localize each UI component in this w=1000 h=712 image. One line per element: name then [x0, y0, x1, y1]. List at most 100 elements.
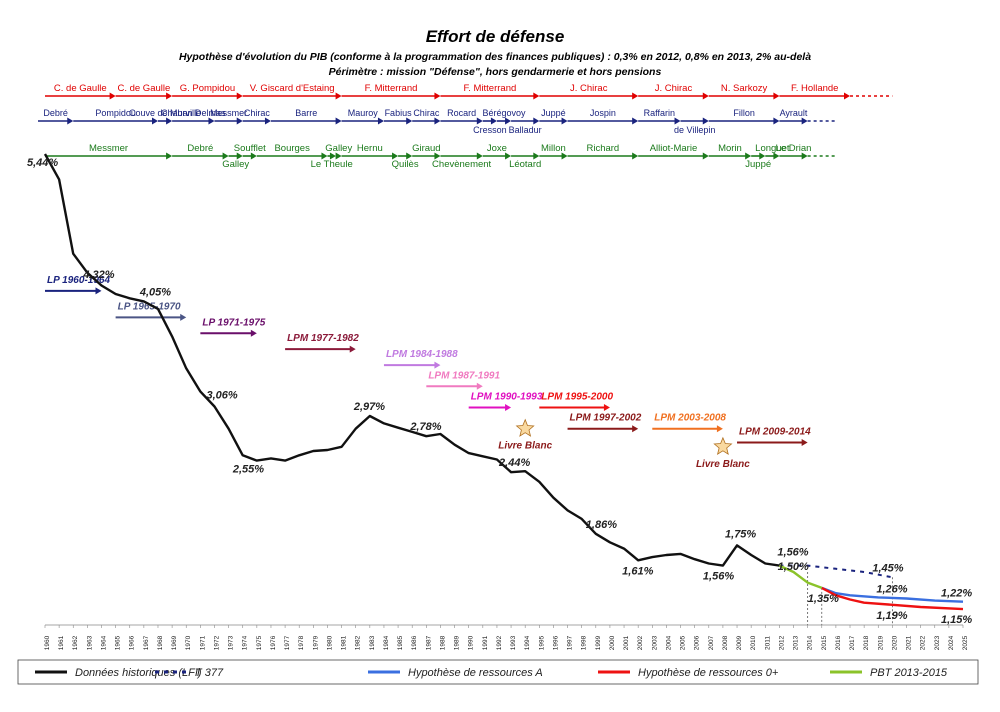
defense_ministers-arrow-head — [759, 152, 766, 160]
legend: Données historiques (LFI)T 377 Hypothèse … — [17, 659, 979, 685]
x-tick-label: 1967 — [143, 635, 150, 650]
x-tick-label: 1964 — [100, 635, 107, 650]
law-label: LP 1960-1964 — [47, 275, 110, 286]
defense_ministers-label: Alliot-Marie — [650, 143, 698, 154]
x-tick-label: 1974 — [242, 635, 249, 650]
x-tick-label: 1981 — [341, 635, 348, 650]
presidents-arrow-head — [844, 92, 851, 100]
defense_ministers-label: Giraud — [412, 143, 441, 154]
defense_ministers-arrow-head — [392, 152, 399, 160]
data-label: 1,56% — [703, 571, 734, 583]
x-tick-label: 1966 — [129, 635, 136, 650]
x-tick-label: 1977 — [284, 635, 291, 650]
x-tick-label: 2000 — [609, 635, 616, 650]
law-label: LPM 1997-2002 — [570, 413, 642, 424]
prime_ministers-label: Pompidou — [95, 108, 136, 118]
data-label: 1,61% — [622, 565, 653, 577]
prime_ministers-arrow-head — [505, 117, 512, 125]
law-arrow-head — [716, 425, 723, 433]
x-tick-label: 2022 — [920, 635, 927, 650]
x-tick-label: 1963 — [86, 635, 93, 650]
defense_ministers-arrow-head — [329, 152, 336, 160]
presidents-arrow-head — [533, 92, 540, 100]
defense_ministers-label: Hernu — [357, 143, 383, 154]
prime_ministers-label: Bérégovoy — [482, 108, 526, 118]
political-timelines: C. de Gaulle C. de Gaulle G. Pompidou V. Gi… — [38, 83, 893, 170]
defense_ministers-label: Debré — [187, 143, 213, 154]
prime_ministers-arrow-head — [476, 117, 483, 125]
presidents-arrow-head — [434, 92, 441, 100]
defense_ministers-label: Le Theule — [311, 159, 353, 170]
chart-subtitle-gdp: Hypothèse d'évolution du PIB (conforme à… — [179, 51, 811, 63]
x-tick-label: 1962 — [72, 635, 79, 650]
x-tick-label: 2009 — [736, 635, 743, 650]
data-label: 1,75% — [725, 528, 756, 540]
presidents-label: V. Giscard d'Estaing — [250, 83, 335, 94]
series-lines — [43, 153, 964, 625]
chart-subtitle-scope: Périmètre : mission "Défense", hors gend… — [329, 66, 662, 78]
data-label: 1,22% — [941, 588, 972, 600]
x-tick-label: 1984 — [383, 635, 390, 650]
x-tick-label: 2025 — [962, 635, 969, 650]
prime_ministers-label: Couve de Murville — [129, 108, 201, 118]
x-tick-label: 2002 — [637, 635, 644, 650]
data-label: 4,05% — [139, 286, 171, 298]
prime_ministers-arrow-head — [632, 117, 639, 125]
defense_ministers-arrow-head — [321, 152, 328, 160]
prime_ministers-arrow-head — [264, 117, 271, 125]
x-tick-label: 1969 — [171, 635, 178, 650]
defense_ministers-label: Millon — [541, 143, 566, 154]
defense_ministers-arrow-head — [505, 152, 512, 160]
defense_ministers-arrow-head — [434, 152, 441, 160]
prime_ministers-arrow-head — [674, 117, 681, 125]
prime_ministers-arrow-head — [151, 117, 158, 125]
series-line — [821, 586, 964, 603]
defense_ministers-arrow-head — [166, 152, 173, 160]
data-label: 2,55% — [232, 464, 264, 476]
law-arrow-head — [476, 382, 483, 390]
x-tick-label: 2018 — [863, 635, 870, 650]
x-tick-label: 2012 — [778, 635, 785, 650]
x-tick-label: 2008 — [722, 635, 729, 650]
law-label: LPM 1987-1991 — [428, 370, 500, 381]
presidents-label: G. Pompidou — [180, 83, 235, 94]
legend-label: Hypothèse de ressources A — [408, 667, 543, 679]
prime_ministers-label: Cresson — [473, 125, 507, 135]
x-tick-label: 1970 — [185, 635, 192, 650]
defense_ministers-label: Richard — [586, 143, 619, 154]
x-tick-label: 2004 — [665, 635, 672, 650]
x-tick-label: 2017 — [849, 635, 856, 650]
data-label: 2,97% — [353, 401, 385, 413]
law-arrow-head — [434, 361, 441, 369]
prime_ministers-arrow-head — [335, 117, 342, 125]
x-tick-label: 1961 — [58, 635, 65, 650]
presidents-label: F. Mitterrand — [365, 83, 418, 94]
prime_ministers-label: Chirac — [244, 108, 271, 118]
x-tick-label: 2015 — [821, 635, 828, 650]
prime_ministers-label: Chaban Delmas — [161, 108, 226, 118]
law-arrow-head — [250, 329, 257, 337]
presidents-label: J. Chirac — [655, 83, 693, 94]
x-tick-label: 2001 — [623, 635, 630, 650]
data-label: 1,50% — [778, 561, 809, 573]
prime_ministers-arrow-head — [533, 117, 540, 125]
chart-title: Effort de défense — [426, 27, 565, 46]
law-arrow-head — [632, 425, 639, 433]
prime_ministers-label: Ayrault — [780, 108, 808, 118]
prime_ministers-label: Juppé — [541, 108, 566, 118]
defense_ministers-label: Quilès — [392, 159, 419, 170]
x-tick-label: 1993 — [510, 635, 517, 650]
law-label: LPM 1990-1993 — [471, 392, 543, 403]
law-label: LPM 1995-2000 — [541, 392, 613, 403]
data-label: 1,26% — [876, 583, 907, 595]
prime_ministers-label: Rocard — [447, 108, 476, 118]
defense_ministers-label: Messmer — [89, 143, 128, 154]
law-label: LPM 1984-1988 — [386, 349, 458, 360]
x-tick-label: 1975 — [256, 635, 263, 650]
x-tick-label: 2021 — [906, 635, 913, 650]
x-tick-label: 2006 — [694, 635, 701, 650]
prime_ministers-arrow-head — [236, 117, 243, 125]
x-tick-label: 1986 — [411, 635, 418, 650]
law-label: LPM 2003-2008 — [654, 413, 726, 424]
presidents-label: F. Mitterrand — [463, 83, 516, 94]
